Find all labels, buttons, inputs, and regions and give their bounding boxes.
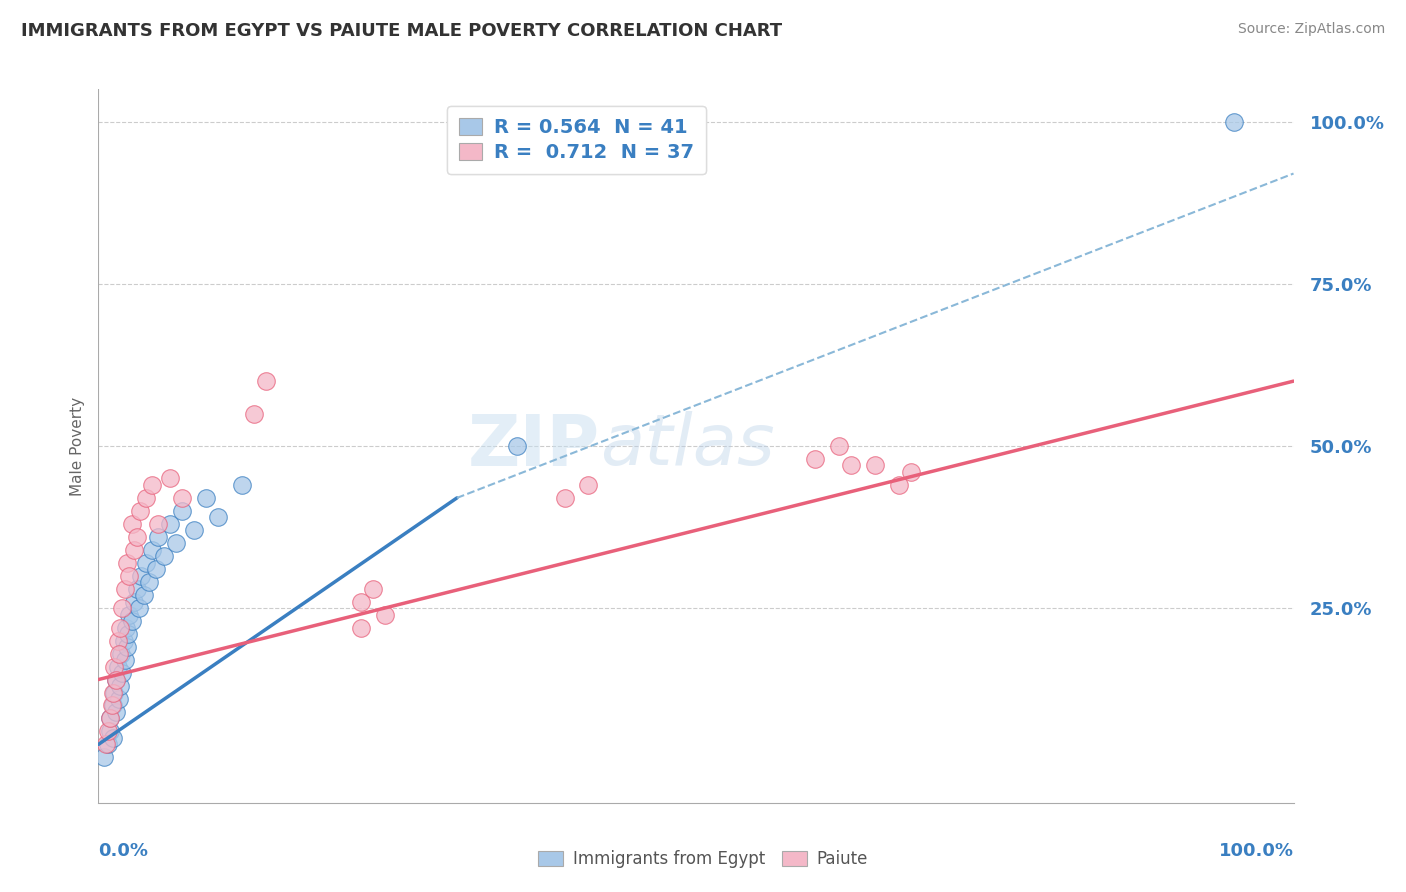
Point — [98, 711, 122, 725]
Point — [101, 698, 124, 713]
Point — [111, 601, 134, 615]
Point — [254, 374, 277, 388]
Point — [506, 439, 529, 453]
Point — [107, 659, 129, 673]
Point — [97, 738, 120, 752]
Point — [183, 524, 205, 538]
Point — [121, 516, 143, 531]
Point — [97, 724, 120, 739]
Point — [118, 568, 141, 582]
Point — [159, 471, 181, 485]
Point — [363, 582, 385, 596]
Point — [105, 705, 128, 719]
Point — [135, 556, 157, 570]
Point — [117, 627, 139, 641]
Point — [98, 711, 122, 725]
Point — [135, 491, 157, 505]
Text: atlas: atlas — [600, 411, 775, 481]
Point — [131, 568, 153, 582]
Y-axis label: Male Poverty: Male Poverty — [69, 396, 84, 496]
Point — [148, 530, 170, 544]
Point — [153, 549, 176, 564]
Point — [114, 653, 136, 667]
Point — [554, 491, 576, 505]
Point — [159, 516, 181, 531]
Point — [121, 614, 143, 628]
Point — [243, 407, 266, 421]
Point — [115, 640, 138, 654]
Point — [108, 621, 131, 635]
Point — [125, 582, 148, 596]
Point — [111, 666, 134, 681]
Point — [115, 556, 138, 570]
Legend: R = 0.564  N = 41, R =  0.712  N = 37: R = 0.564 N = 41, R = 0.712 N = 37 — [447, 106, 706, 174]
Point — [94, 738, 117, 752]
Point — [107, 692, 129, 706]
Point — [105, 673, 128, 687]
Point — [141, 542, 163, 557]
Point — [103, 659, 125, 673]
Point — [1222, 114, 1246, 128]
Legend: Immigrants from Egypt, Paiute: Immigrants from Egypt, Paiute — [531, 844, 875, 875]
Point — [93, 750, 115, 764]
Point — [124, 542, 146, 557]
Point — [107, 647, 129, 661]
Point — [138, 575, 160, 590]
Point — [129, 504, 152, 518]
Point — [145, 562, 167, 576]
Point — [107, 633, 129, 648]
Point — [132, 588, 155, 602]
Text: 0.0%: 0.0% — [98, 842, 149, 860]
Point — [125, 530, 148, 544]
Point — [863, 458, 886, 473]
Point — [804, 452, 827, 467]
Point — [231, 478, 253, 492]
Point — [124, 595, 146, 609]
Point — [103, 685, 125, 699]
Point — [165, 536, 187, 550]
Text: ZIP: ZIP — [468, 411, 600, 481]
Point — [105, 673, 128, 687]
Text: 100.0%: 100.0% — [1219, 842, 1294, 860]
Point — [128, 601, 150, 615]
Point — [207, 510, 229, 524]
Point — [839, 458, 862, 473]
Point — [98, 724, 122, 739]
Point — [889, 478, 911, 492]
Point — [112, 633, 135, 648]
Point — [101, 685, 124, 699]
Point — [100, 698, 122, 713]
Point — [350, 595, 373, 609]
Point — [141, 478, 163, 492]
Text: Source: ZipAtlas.com: Source: ZipAtlas.com — [1237, 22, 1385, 37]
Point — [114, 582, 136, 596]
Point — [118, 607, 141, 622]
Point — [110, 647, 132, 661]
Point — [148, 516, 170, 531]
Point — [115, 621, 138, 635]
Point — [828, 439, 851, 453]
Text: IMMIGRANTS FROM EGYPT VS PAIUTE MALE POVERTY CORRELATION CHART: IMMIGRANTS FROM EGYPT VS PAIUTE MALE POV… — [21, 22, 782, 40]
Point — [374, 607, 396, 622]
Point — [172, 504, 194, 518]
Point — [350, 621, 373, 635]
Point — [576, 478, 599, 492]
Point — [108, 679, 131, 693]
Point — [101, 731, 124, 745]
Point — [172, 491, 194, 505]
Point — [900, 465, 922, 479]
Point — [194, 491, 217, 505]
